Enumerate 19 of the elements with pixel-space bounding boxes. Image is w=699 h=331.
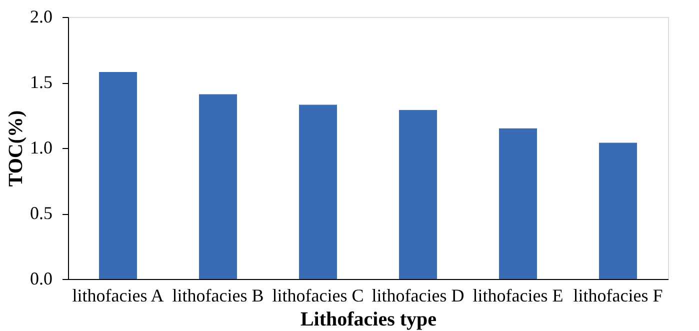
y-tick-label: 1.0 xyxy=(30,138,52,158)
x-tick-label: lithofacies D xyxy=(372,286,464,306)
x-tick-label: lithofacies B xyxy=(172,286,264,306)
bar xyxy=(399,110,437,279)
y-axis-title: TOC(%) xyxy=(5,110,27,187)
bar xyxy=(599,142,637,279)
x-tick-label: lithofacies A xyxy=(72,286,164,306)
x-tick-label: lithofacies F xyxy=(573,286,663,306)
bar xyxy=(299,104,337,279)
bar xyxy=(99,72,137,279)
x-tick-label: lithofacies E xyxy=(472,286,564,306)
bar xyxy=(199,94,237,279)
y-tick-label: 0.0 xyxy=(30,268,52,288)
y-tick-label: 0.5 xyxy=(30,203,52,223)
x-axis-title: Lithofacies type xyxy=(300,308,437,330)
y-tick-label: 2.0 xyxy=(30,6,52,26)
x-tick-label: lithofacies C xyxy=(272,286,364,306)
y-tick-label: 1.5 xyxy=(30,72,52,92)
bar xyxy=(499,128,537,279)
